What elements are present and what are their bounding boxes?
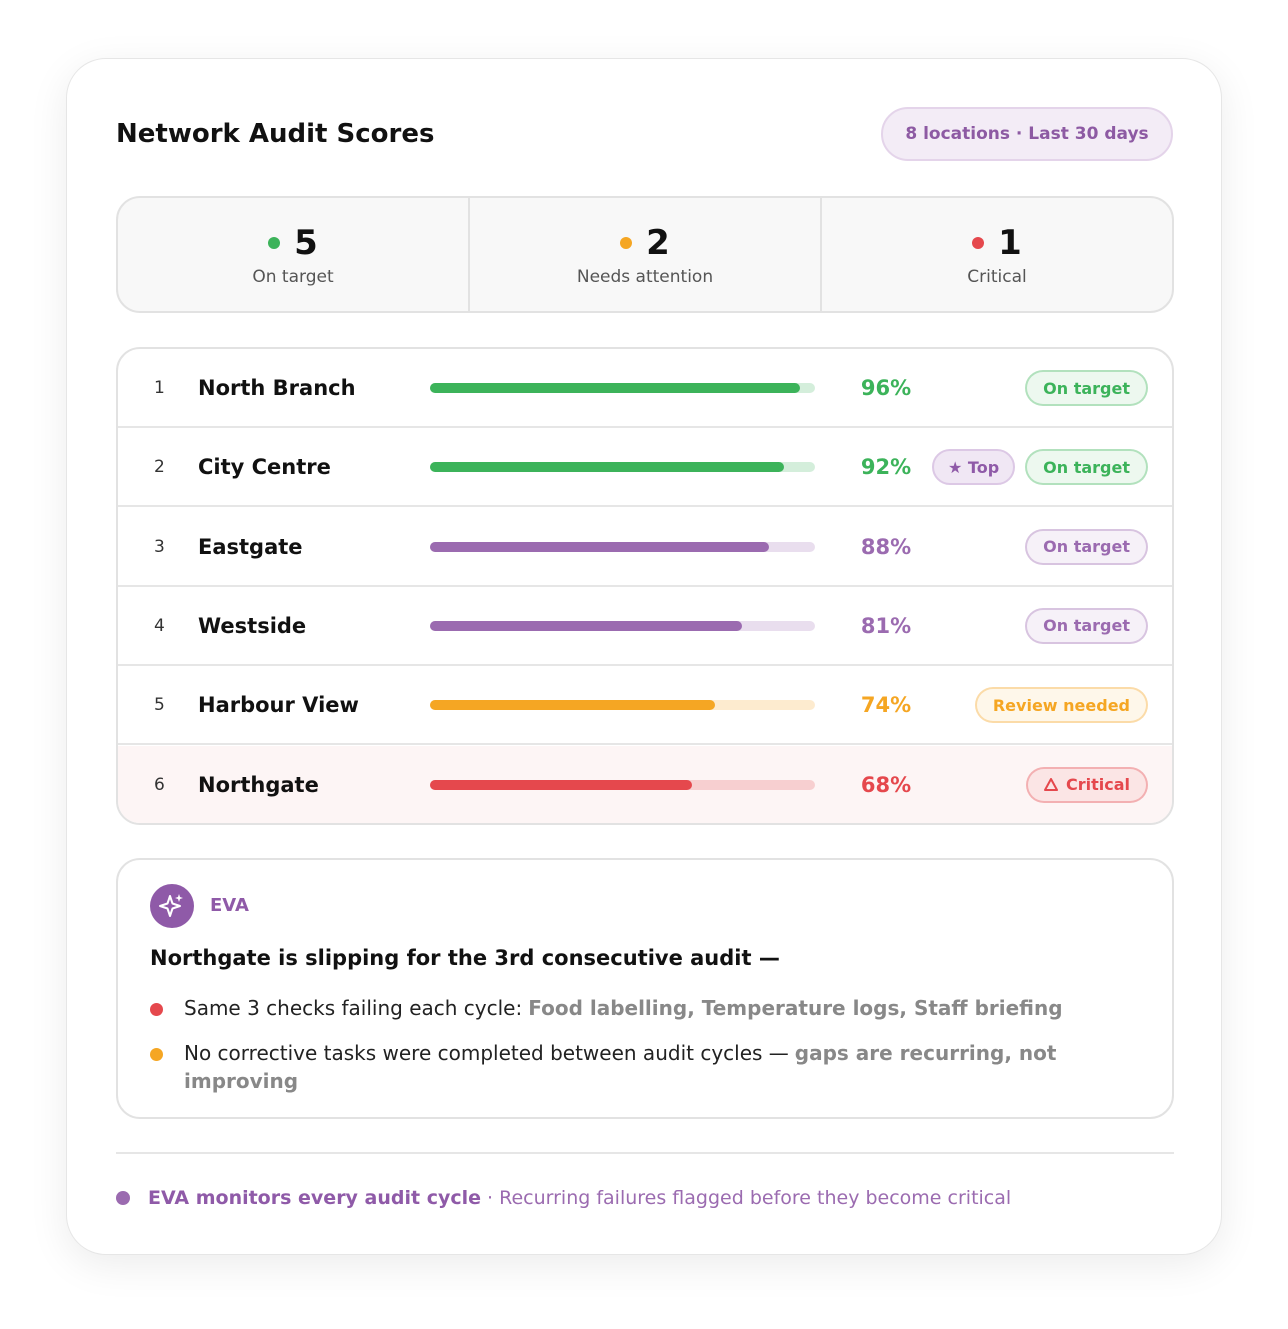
status-dot [620, 236, 633, 249]
point-detail: Food labelling, Temperature logs, Staff … [528, 996, 1063, 1020]
location-name: Westside [198, 613, 307, 638]
bar-track [430, 700, 815, 711]
stat-label: On target [252, 266, 334, 287]
status-badge: Critical [1025, 766, 1148, 803]
score-row[interactable]: 3 Eastgate 88% On target [118, 508, 1172, 587]
status-badge: On target [1025, 528, 1148, 565]
status-text: On target [1043, 378, 1130, 398]
location-name: Northgate [198, 772, 319, 797]
score-row[interactable]: 2 City Centre 92% ★ Top On target [118, 428, 1172, 508]
bar-track [430, 541, 815, 552]
summary-stat: 5 On target [118, 198, 470, 311]
point-dot [150, 1048, 163, 1061]
rank: 5 [154, 695, 165, 716]
bar-fill [430, 700, 715, 711]
rank: 6 [154, 774, 165, 795]
bar-fill [430, 462, 785, 473]
score-label: 96% [860, 376, 912, 400]
stat-label: Needs attention [576, 266, 714, 287]
score-row[interactable]: 5 Harbour View 74% Review needed [118, 666, 1172, 746]
rank: 3 [154, 536, 165, 557]
rank: 1 [154, 378, 165, 398]
headline: Northgate is slipping for the 3rd consec… [150, 946, 780, 970]
insight-point: Same 3 checks failing each cycle: Food la… [150, 994, 1084, 1022]
audit-card: Network Audit Scores 8 locations · Last … [66, 58, 1222, 1255]
status-text: On target [1043, 616, 1130, 636]
status-badge: On target [1025, 370, 1148, 406]
score-label: 68% [860, 772, 912, 797]
location-name: North Branch [198, 376, 356, 400]
location-name: Harbour View [198, 693, 359, 718]
status-dot [972, 236, 985, 249]
score-table: 1 North Branch 96% On target 2 City Centre 92%… [116, 347, 1174, 825]
stat-count: 1 [972, 223, 1022, 263]
bar-fill [430, 620, 742, 631]
status-badge: Review needed [974, 687, 1148, 724]
count-value: 2 [646, 222, 670, 263]
footer-highlight: EVA monitors every audit cycle [148, 1187, 482, 1209]
location-name: Eastgate [198, 534, 303, 559]
insight-panel: EVA Northgate is slipping for the 3rd co… [116, 858, 1174, 1119]
status-badge: On target [1025, 607, 1148, 644]
status-text: On target [1043, 457, 1130, 477]
sparkle-icon [159, 894, 183, 917]
point-detail: gaps are recurring, not improving [184, 1041, 1057, 1093]
count-value: 5 [294, 222, 318, 263]
bar-track [430, 383, 815, 393]
status-text: Critical [1065, 775, 1130, 794]
score-label: 92% [860, 455, 912, 480]
bar-track [430, 620, 815, 631]
status-dot [268, 236, 281, 249]
footer-dot [116, 1191, 130, 1205]
bar-track [430, 779, 815, 790]
point-dot [150, 1003, 163, 1016]
stat-count: 5 [268, 223, 318, 263]
status-badge: On target [1025, 449, 1148, 486]
score-label: 88% [860, 534, 912, 559]
bar-track [430, 462, 815, 473]
warning-icon [1043, 778, 1058, 791]
stat-count: 2 [620, 223, 670, 263]
summary: 5 On target 2 Needs attention 1 Critical [116, 196, 1174, 313]
location-name: City Centre [198, 455, 331, 480]
status-text: On target [1043, 537, 1130, 557]
title: Network Audit Scores [116, 119, 435, 149]
insight-point: No corrective tasks were completed betwe… [150, 1039, 1084, 1095]
divider [116, 1152, 1174, 1154]
filter-pill[interactable]: 8 locations · Last 30 days [881, 107, 1173, 161]
point-text: No corrective tasks were completed betwe… [184, 1041, 789, 1065]
score-label: 74% [860, 693, 912, 718]
stat-label: Critical [967, 266, 1027, 287]
score-row[interactable]: 4 Westside 81% On target [118, 587, 1172, 666]
point-text: Same 3 checks failing each cycle: [184, 996, 523, 1020]
summary-stat: 2 Needs attention [470, 198, 822, 311]
score-row[interactable]: 1 North Branch 96% On target [118, 349, 1172, 428]
bar-fill [430, 779, 692, 790]
score-label: 81% [860, 613, 912, 638]
bar-fill [430, 383, 800, 393]
rank: 4 [154, 615, 165, 636]
count-value: 1 [998, 222, 1022, 263]
footer: EVA monitors every audit cycle · Recurri… [116, 1187, 1011, 1209]
agent-name: EVA [210, 895, 249, 916]
eva-icon [150, 884, 194, 928]
bar-fill [430, 541, 769, 552]
rank: 2 [154, 457, 165, 478]
score-row[interactable]: 6 Northgate 68% Critical [118, 745, 1172, 823]
summary-stat: 1 Critical [822, 198, 1172, 311]
status-text: Review needed [992, 695, 1130, 715]
top-badge: ★ Top [932, 449, 1016, 486]
footer-text: · Recurring failures flagged before they… [487, 1187, 1012, 1209]
